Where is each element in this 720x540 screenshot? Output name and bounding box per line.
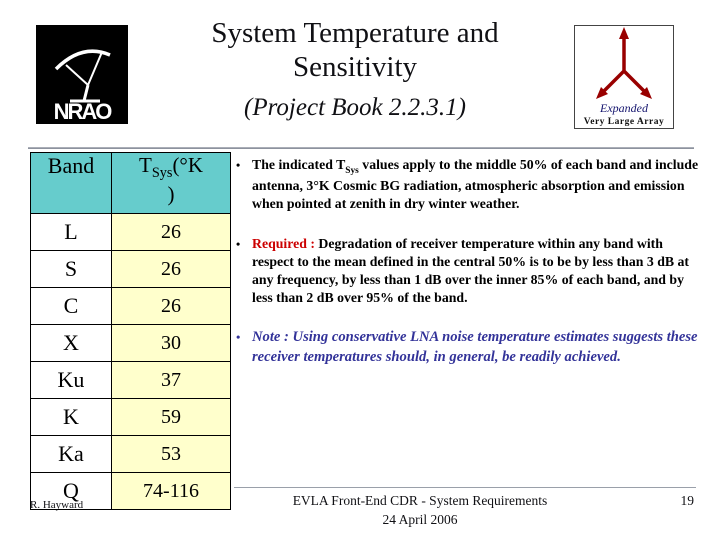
tsys-header-line2: )	[167, 182, 175, 207]
svg-text:NRAO: NRAO	[54, 99, 113, 124]
bullet-text: The indicated TSys values apply to the m…	[252, 157, 699, 212]
title-divider	[28, 147, 694, 149]
table-row: L 26	[30, 213, 231, 251]
nrao-logo: NRAO	[36, 25, 128, 124]
author-credit: R. Hayward	[30, 499, 84, 511]
tsys-table: Band TSys(°K ) L 26 S 26 C 26 X 30 Ku 37 K 59 Ka 53 Q 7…	[30, 152, 231, 510]
footer-line-2: 24 April 2006	[382, 511, 458, 527]
footer-caption: EVLA Front-End CDR - System Requirements…	[200, 492, 640, 530]
bullet-marker: •	[236, 330, 241, 345]
band-cell: C	[30, 287, 112, 325]
band-cell: X	[30, 324, 112, 362]
table-row: K 59	[30, 398, 231, 436]
band-cell: K	[30, 398, 112, 436]
bullet-marker: •	[236, 236, 241, 251]
bullet-text: Required : Degradation of receiver tempe…	[252, 235, 690, 306]
table-row: Ku 37	[30, 361, 231, 399]
svg-text:Very Large Array: Very Large Array	[584, 117, 664, 127]
evla-logo: Expanded Very Large Array	[574, 25, 674, 129]
tsys-column-header: TSys(°K )	[111, 152, 231, 214]
footer-line-1: EVLA Front-End CDR - System Requirements	[292, 493, 548, 508]
nrao-antenna-icon: NRAO	[36, 25, 128, 124]
bullet-marker: •	[236, 158, 241, 172]
evla-y-icon: Expanded Very Large Array	[574, 25, 674, 129]
band-cell: L	[30, 213, 112, 251]
bullet-text: Note : Using conservative LNA noise temp…	[252, 329, 698, 365]
note-label: Note :	[252, 329, 289, 346]
band-cell: Ka	[30, 435, 112, 473]
tsys-header-line1: TSys(°K	[138, 153, 203, 182]
required-label: Required :	[252, 235, 315, 251]
band-cell: S	[30, 250, 112, 288]
tsys-value-cell: 59	[111, 398, 231, 436]
page-subtitle: (Project Book 2.2.3.1)	[244, 94, 466, 121]
band-cell: Q	[30, 472, 112, 510]
band-cell: Ku	[30, 361, 112, 399]
tsys-value-cell: 53	[111, 435, 231, 473]
page-title: System Temperature and Sensitivity	[140, 16, 570, 84]
tsys-value-cell: 26	[111, 250, 231, 288]
table-row: Q 74-116	[30, 472, 231, 510]
tsys-value-cell: 30	[111, 324, 231, 362]
footer-divider	[234, 487, 696, 488]
svg-text:Expanded: Expanded	[599, 101, 649, 115]
table-row: Ka 53	[30, 435, 231, 473]
title-line-1: System Temperature and	[211, 17, 499, 49]
tsys-value-cell: 37	[111, 361, 231, 399]
band-column-header: Band	[30, 152, 112, 214]
bullet-note: • Note : Using conservative LNA noise te…	[236, 328, 702, 367]
tsys-value-cell: 26	[111, 287, 231, 325]
bullet-tsys-definition: • The indicated TSys values apply to the…	[236, 156, 702, 214]
page-number: 19	[680, 493, 695, 508]
bullet-required: • Required : Degradation of receiver tem…	[236, 235, 702, 308]
table-row: X 30	[30, 324, 231, 362]
table-header-row: Band TSys(°K )	[30, 152, 231, 214]
title-line-2: Sensitivity	[292, 51, 418, 84]
tsys-value-cell: 26	[111, 213, 231, 251]
tsys-table-body: L 26 S 26 C 26 X 30 Ku 37 K 59 Ka 53 Q 74-116	[30, 213, 231, 510]
table-row: C 26	[30, 287, 231, 325]
table-row: S 26	[30, 250, 231, 288]
bullet-list: • The indicated TSys values apply to the…	[236, 156, 702, 388]
tsys-value-cell: 74-116	[111, 472, 231, 510]
